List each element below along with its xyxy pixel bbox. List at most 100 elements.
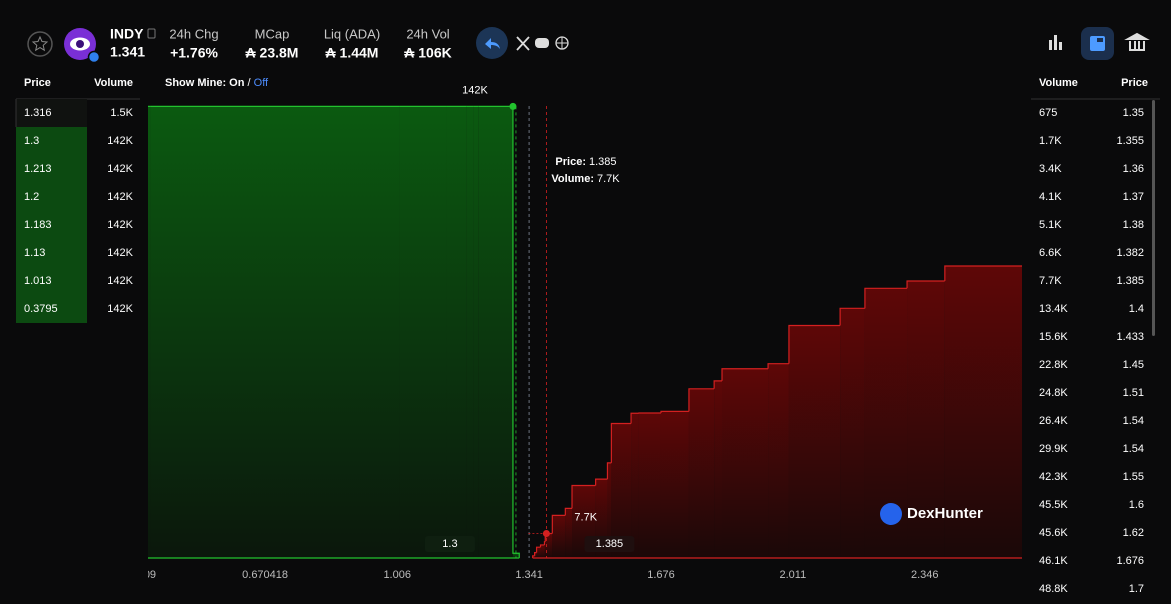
- best-bid-badge: [424, 536, 475, 552]
- x-axis: 0.335209 0.670418 1.006 1.341 1.676 2.011 2.34…: [110, 569, 939, 581]
- ask-price: 1.4: [1129, 303, 1144, 315]
- star-icon: [31, 35, 49, 52]
- ask-price: 1.51: [1123, 387, 1144, 399]
- stat-value: ₳ 23.8M: [246, 45, 299, 61]
- bid-depth-area: [512, 553, 520, 558]
- bid-price: 1.316: [24, 107, 52, 119]
- brand-logo: [880, 503, 902, 525]
- x-link[interactable]: [516, 36, 530, 51]
- bid-depth-area: [148, 106, 151, 558]
- best-ask-label: 1.385: [596, 538, 624, 550]
- ask-depth-area: [544, 541, 546, 558]
- x-tick-label: 0.335209: [110, 569, 156, 581]
- ask-depth-area: [944, 266, 1022, 558]
- show-mine-off[interactable]: Off: [254, 77, 269, 89]
- column-header: Volume: [1039, 77, 1078, 89]
- scrollbar[interactable]: [1152, 100, 1155, 336]
- ask-volume: 13.4K: [1039, 303, 1068, 315]
- discord-link[interactable]: [535, 38, 549, 48]
- ask-depth-area: [595, 479, 608, 558]
- bid-price: 0.3795: [24, 303, 58, 315]
- ask-volume: 45.5K: [1039, 499, 1068, 511]
- stat-label: 24h Chg: [169, 26, 218, 41]
- ask-volume: 15.6K: [1039, 331, 1068, 343]
- bid-volume: 142K: [107, 247, 133, 259]
- bid-volume: 142K: [107, 163, 133, 175]
- ask-depth-area: [660, 411, 689, 558]
- globe-lines: [556, 37, 568, 49]
- tooltip-volume: Volume: 7.7K: [551, 173, 620, 185]
- token-symbol: INDY: [110, 26, 144, 42]
- show-mine-on[interactable]: On: [229, 77, 245, 89]
- row-bg: [16, 155, 87, 183]
- row-bg: [16, 127, 87, 155]
- tooltip-price: Price: 1.385: [555, 156, 616, 168]
- bid-depth-area: [478, 106, 513, 558]
- hover-point: [542, 530, 550, 538]
- x-tick-label: 1.341: [515, 569, 543, 581]
- row-bg: [16, 183, 87, 211]
- ask-depth-area: [907, 280, 945, 558]
- stat-label: Liq (ADA): [324, 26, 380, 41]
- copy-icon[interactable]: [147, 28, 156, 39]
- ask-depth-area: [768, 363, 789, 558]
- x-tick-label: 2.346: [911, 569, 939, 581]
- ask-depth-step: [539, 544, 545, 548]
- bid-price: 1.183: [24, 219, 52, 231]
- stat-value: +1.76%: [170, 45, 218, 61]
- pools-button[interactable]: [1124, 32, 1150, 51]
- column-header: Price: [1121, 77, 1148, 89]
- ask-depth-area: [722, 368, 769, 558]
- bid-volume: 142K: [107, 275, 133, 287]
- ask-depth-area: [532, 555, 535, 558]
- ask-price: 1.433: [1116, 331, 1144, 343]
- ask-price: 1.6: [1129, 499, 1144, 511]
- tooltip-volume-label: Volume:: [551, 173, 594, 185]
- ask-price: 1.676: [1116, 555, 1144, 567]
- ask-depth-step: [534, 551, 537, 556]
- ask-volume: 26.4K: [1039, 415, 1068, 427]
- bid-volume: 142K: [107, 219, 133, 231]
- bid-peak-label: 142K: [462, 84, 488, 96]
- ask-volume: 3.4K: [1039, 163, 1062, 175]
- ask-volume: 5.1K: [1039, 219, 1062, 231]
- x-tick-label: 1.006: [383, 569, 411, 581]
- ask-price: 1.45: [1123, 359, 1144, 371]
- best-bid-label: 1.3: [442, 538, 457, 550]
- token-logo-pupil: [76, 40, 84, 48]
- row-bg: [16, 239, 87, 267]
- tooltip-volume-value: 7.7K: [597, 173, 620, 185]
- token-price: 1.341: [110, 44, 145, 60]
- bid-volume: 142K: [107, 191, 133, 203]
- header: INDY 1.341 24h Chg +1.76% MCap ₳ 23.8M Liq (…: [27, 26, 1150, 64]
- ask-depth-area: [840, 308, 865, 558]
- ask-depth-area: [607, 462, 612, 558]
- ask-volume: 29.9K: [1039, 443, 1068, 455]
- bid-depth-area: [473, 106, 479, 558]
- asks-table: Volume Price 675 1.35 1.7K 1.355 3.4K 1.36 4.1K 1…: [1031, 77, 1160, 595]
- hover-volume-label: 7.7K: [574, 511, 597, 523]
- favorite-button[interactable]: [27, 31, 53, 57]
- show-mine-separator: /: [248, 77, 252, 89]
- x-tick-label: 2.011: [780, 569, 807, 581]
- verified-badge: [87, 50, 101, 64]
- row-bg: [16, 267, 87, 295]
- bid-point: [509, 102, 517, 110]
- bar-icon: [1059, 42, 1062, 50]
- bid-depth-area: [466, 106, 474, 558]
- ask-volume: 7.7K: [1039, 275, 1062, 287]
- bid-volume: 142K: [107, 135, 133, 147]
- bid-price: 1.2: [24, 191, 39, 203]
- x-tick-label: 0.670418: [242, 569, 288, 581]
- ask-price: 1.55: [1123, 471, 1144, 483]
- stat-value: ₳ 1.44M: [326, 45, 379, 61]
- ask-depth-step: [767, 363, 789, 369]
- stat-label: 24h Vol: [406, 26, 449, 41]
- bar-icon: [1049, 40, 1052, 50]
- bid-price: 1.13: [24, 247, 45, 259]
- chart-view-button[interactable]: [1049, 35, 1062, 50]
- ask-depth-step: [713, 380, 723, 389]
- ask-depth-step: [610, 422, 632, 463]
- ask-volume: 24.8K: [1039, 387, 1068, 399]
